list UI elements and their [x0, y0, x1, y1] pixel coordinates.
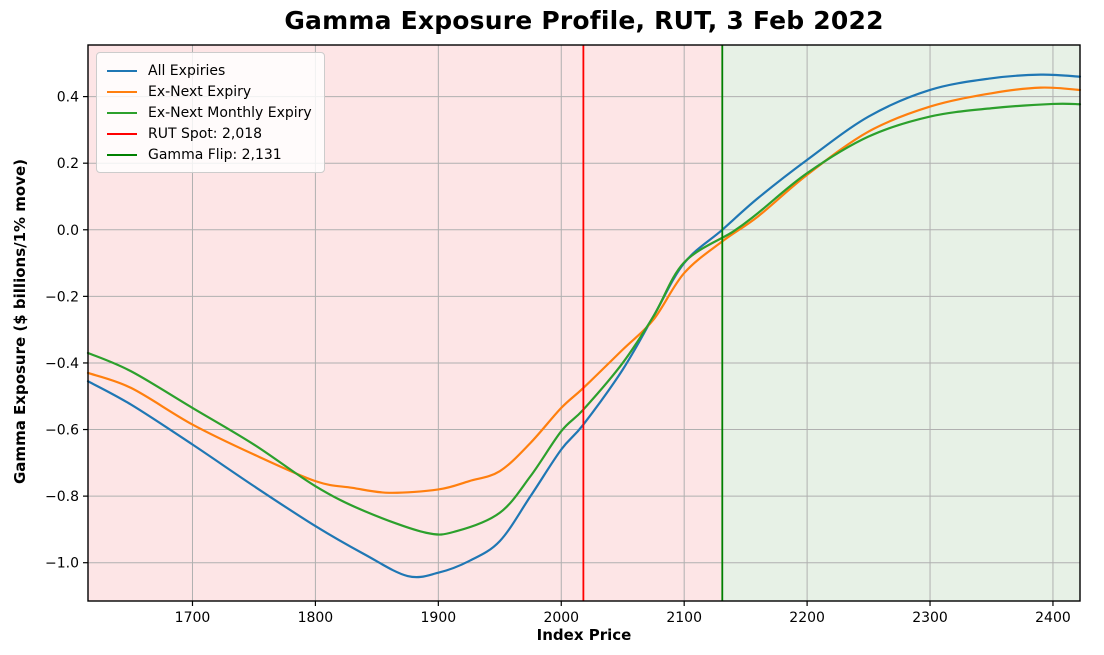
legend-item-all-expiries: All Expiries	[107, 60, 312, 81]
plot-border	[87, 44, 1081, 602]
x-tick-label: 2200	[789, 610, 825, 626]
legend-item-label: All Expiries	[148, 62, 226, 79]
legend-line-swatch	[107, 69, 137, 72]
region-positive-gamma-zone	[722, 45, 1080, 601]
legend-item-ex-next-monthly-expiry: Ex-Next Monthly Expiry	[107, 102, 312, 123]
legend-line-swatch	[107, 132, 137, 135]
legend-item-label: Ex-Next Expiry	[148, 83, 252, 100]
legend-box: All Expiries Ex-Next Expiry Ex-Next Monthl…	[96, 52, 325, 173]
x-tick-label: 2300	[912, 610, 948, 626]
y-axis-label: Gamma Exposure ($ billions/1% move)	[11, 158, 29, 484]
x-tick-label: 2100	[666, 610, 702, 626]
legend-item-gamma-flip: Gamma Flip: 2,131	[107, 144, 312, 165]
x-axis-label: Index Price	[536, 626, 632, 644]
y-tick-label: −0.6	[45, 423, 79, 439]
y-tick-label: −0.2	[45, 289, 79, 305]
x-tick-label: 1900	[421, 610, 457, 626]
legend-item-label: Gamma Flip: 2,131	[148, 146, 282, 163]
y-tick-label: −0.8	[45, 489, 79, 505]
series-all-expiries	[86, 73, 1082, 579]
y-tick-label: 0.0	[57, 223, 79, 239]
x-tick-label: 1700	[175, 610, 211, 626]
legend-item-ex-next-expiry: Ex-Next Expiry	[107, 81, 312, 102]
x-tick-label: 2400	[1035, 610, 1071, 626]
legend-line-swatch	[107, 153, 137, 156]
legend-item-label: RUT Spot: 2,018	[148, 125, 263, 142]
y-tick-label: −0.4	[45, 356, 79, 372]
legend-line-swatch	[107, 111, 137, 114]
chart-title: Gamma Exposure Profile, RUT, 3 Feb 2022	[284, 6, 884, 35]
x-tick-label: 2000	[543, 610, 579, 626]
y-tick-label: 0.4	[57, 90, 79, 106]
legend-item-label: Ex-Next Monthly Expiry	[148, 104, 312, 121]
legend-line-swatch	[107, 90, 137, 93]
y-tick-label: 0.2	[57, 156, 79, 172]
legend-item-rut-spot: RUT Spot: 2,018	[107, 123, 312, 144]
x-tick-label: 1800	[298, 610, 334, 626]
y-tick-label: −1.0	[45, 556, 79, 572]
